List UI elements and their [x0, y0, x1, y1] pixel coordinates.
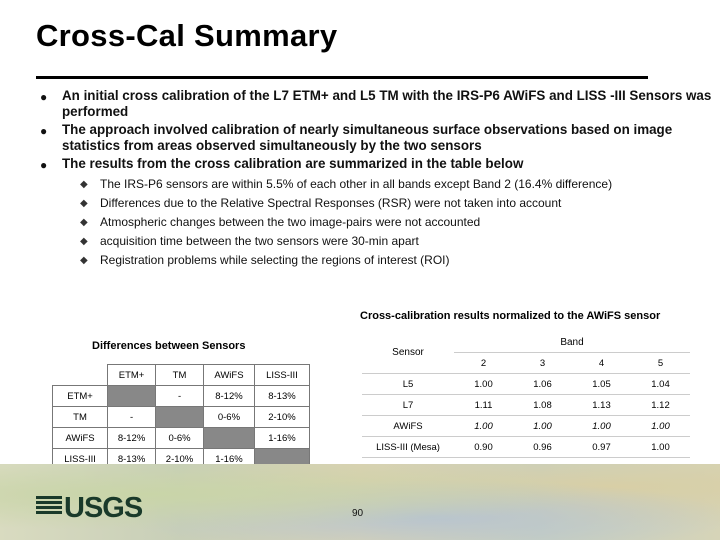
table-cell: 0.97 — [572, 436, 631, 458]
sub-bullet-item: ◆ Differences due to the Relative Spectra… — [80, 194, 720, 213]
table-header-row: ETM+ TM AWiFS LISS-III — [53, 364, 311, 386]
usgs-logo: USGS — [36, 492, 143, 524]
diagonal-cell — [107, 385, 157, 407]
table-cell: - — [155, 385, 205, 407]
column-header: LISS-III — [253, 364, 311, 386]
sub-bullet-text: The IRS-P6 sensors are within 5.5% of ea… — [100, 176, 613, 191]
band-number-header: 3 — [513, 352, 572, 374]
bullet-list: ● An initial cross calibration of the L7… — [40, 88, 716, 273]
table-cell: 1.00 — [513, 415, 572, 437]
table-cell: 0.90 — [454, 436, 513, 458]
cross-calibration-table: Sensor Band 2 3 4 5 L5 1.00 1.06 1.05 1.… — [362, 332, 690, 479]
sub-bullet-list: ◆ The IRS-P6 sensors are within 5.5% of e… — [80, 175, 720, 270]
sensor-name-cell: L7 — [362, 394, 454, 416]
row-header: AWiFS — [51, 427, 109, 449]
sub-bullet-item: ◆ Registration problems while selecting t… — [80, 251, 720, 270]
diagonal-cell — [203, 427, 255, 449]
sensor-name-cell: L5 — [362, 373, 454, 395]
table-cell: 1.12 — [631, 394, 690, 416]
table-row: TM - 0-6% 2-10% — [51, 406, 311, 428]
title-underline — [36, 76, 648, 79]
table-cell: 1.00 — [572, 415, 631, 437]
table-cell: 1.11 — [454, 394, 513, 416]
sub-bullet-text: Atmospheric changes between the two imag… — [100, 214, 481, 229]
diamond-bullet-icon: ◆ — [80, 197, 88, 209]
slide-title: Cross-Cal Summary — [36, 18, 338, 53]
table-row: LISS-III (Mesa) 0.90 0.96 0.97 1.00 — [362, 436, 690, 458]
table-row: AWiFS 1.00 1.00 1.00 1.00 — [362, 415, 690, 437]
table-corner-cell — [53, 365, 108, 386]
bullet-dot-icon: ● — [40, 90, 48, 104]
table-row: L7 1.11 1.08 1.13 1.12 — [362, 394, 690, 416]
table-header-row: 2 3 4 5 — [362, 352, 690, 374]
band-header: Band — [454, 332, 690, 353]
band-number-header: 4 — [572, 352, 631, 374]
table-cell: 1-16% — [253, 427, 311, 449]
diamond-bullet-icon: ◆ — [80, 178, 88, 190]
sensor-header: Sensor — [362, 332, 454, 374]
diamond-bullet-icon: ◆ — [80, 254, 88, 266]
bullet-item: ● The results from the cross calibration… — [40, 156, 716, 270]
table-cell: 0.96 — [513, 436, 572, 458]
column-header: ETM+ — [107, 364, 157, 386]
table-cell: 1.00 — [631, 436, 690, 458]
table-cell: 1.06 — [513, 373, 572, 395]
bullet-text: The approach involved calibration of nea… — [62, 122, 673, 153]
sub-bullet-text: Differences due to the Relative Spectral… — [100, 195, 562, 210]
row-header: TM — [51, 406, 109, 428]
bullet-text: The results from the cross calibration a… — [62, 156, 524, 171]
table-cell: 1.00 — [454, 415, 513, 437]
usgs-wave-icon — [36, 496, 62, 518]
bullet-item: ● An initial cross calibration of the L7… — [40, 88, 716, 119]
table-cell: 1.00 — [454, 373, 513, 395]
table-cell: 8-12% — [203, 385, 255, 407]
page-number: 90 — [352, 508, 364, 519]
table-cell: 1.08 — [513, 394, 572, 416]
left-table-caption: Differences between Sensors — [92, 340, 246, 352]
column-header: TM — [155, 364, 205, 386]
table-cell: 2-10% — [253, 406, 311, 428]
table-cell: - — [107, 406, 157, 428]
table-cell: 0-6% — [155, 427, 205, 449]
sub-bullet-text: Registration problems while selecting th… — [100, 252, 450, 267]
table-header-row: Sensor Band — [362, 332, 690, 374]
table-cell: 8-12% — [107, 427, 157, 449]
table-row: AWiFS 8-12% 0-6% 1-16% — [51, 427, 311, 449]
diagonal-cell — [155, 406, 205, 428]
table-cell: 1.04 — [631, 373, 690, 395]
column-header: AWiFS — [203, 364, 255, 386]
sensor-name-cell: LISS-III (Mesa) — [362, 436, 454, 458]
sub-bullet-item: ◆ The IRS-P6 sensors are within 5.5% of e… — [80, 175, 720, 194]
right-table-caption: Cross-calibration results normalized to … — [360, 310, 661, 322]
bullet-text: An initial cross calibration of the L7 E… — [62, 88, 712, 119]
table-cell: 1.05 — [572, 373, 631, 395]
sensor-differences-table: ETM+ TM AWiFS LISS-III ETM+ - 8-12% 8-13… — [51, 364, 311, 470]
table-cell: 0-6% — [203, 406, 255, 428]
table-row: ETM+ - 8-12% 8-13% — [51, 385, 311, 407]
sensor-name-cell: AWiFS — [362, 415, 454, 437]
band-number-header: 5 — [631, 352, 690, 374]
sub-bullet-item: ◆ acquisition time between the two sensor… — [80, 232, 720, 251]
diamond-bullet-icon: ◆ — [80, 235, 88, 247]
bullet-item: ● The approach involved calibration of n… — [40, 122, 716, 153]
row-header: ETM+ — [51, 385, 109, 407]
diamond-bullet-icon: ◆ — [80, 216, 88, 228]
band-number-header: 2 — [454, 352, 513, 374]
table-row: L5 1.00 1.06 1.05 1.04 — [362, 373, 690, 395]
table-cell: 8-13% — [253, 385, 311, 407]
sub-bullet-item: ◆ Atmospheric changes between the two ima… — [80, 213, 720, 232]
table-cell: 1.00 — [631, 415, 690, 437]
sub-bullet-text: acquisition time between the two sensors… — [100, 233, 419, 248]
bullet-dot-icon: ● — [40, 124, 48, 138]
usgs-logo-text: USGS — [64, 492, 143, 524]
bullet-dot-icon: ● — [40, 158, 48, 172]
table-cell: 1.13 — [572, 394, 631, 416]
satellite-imagery-footer — [0, 464, 720, 540]
